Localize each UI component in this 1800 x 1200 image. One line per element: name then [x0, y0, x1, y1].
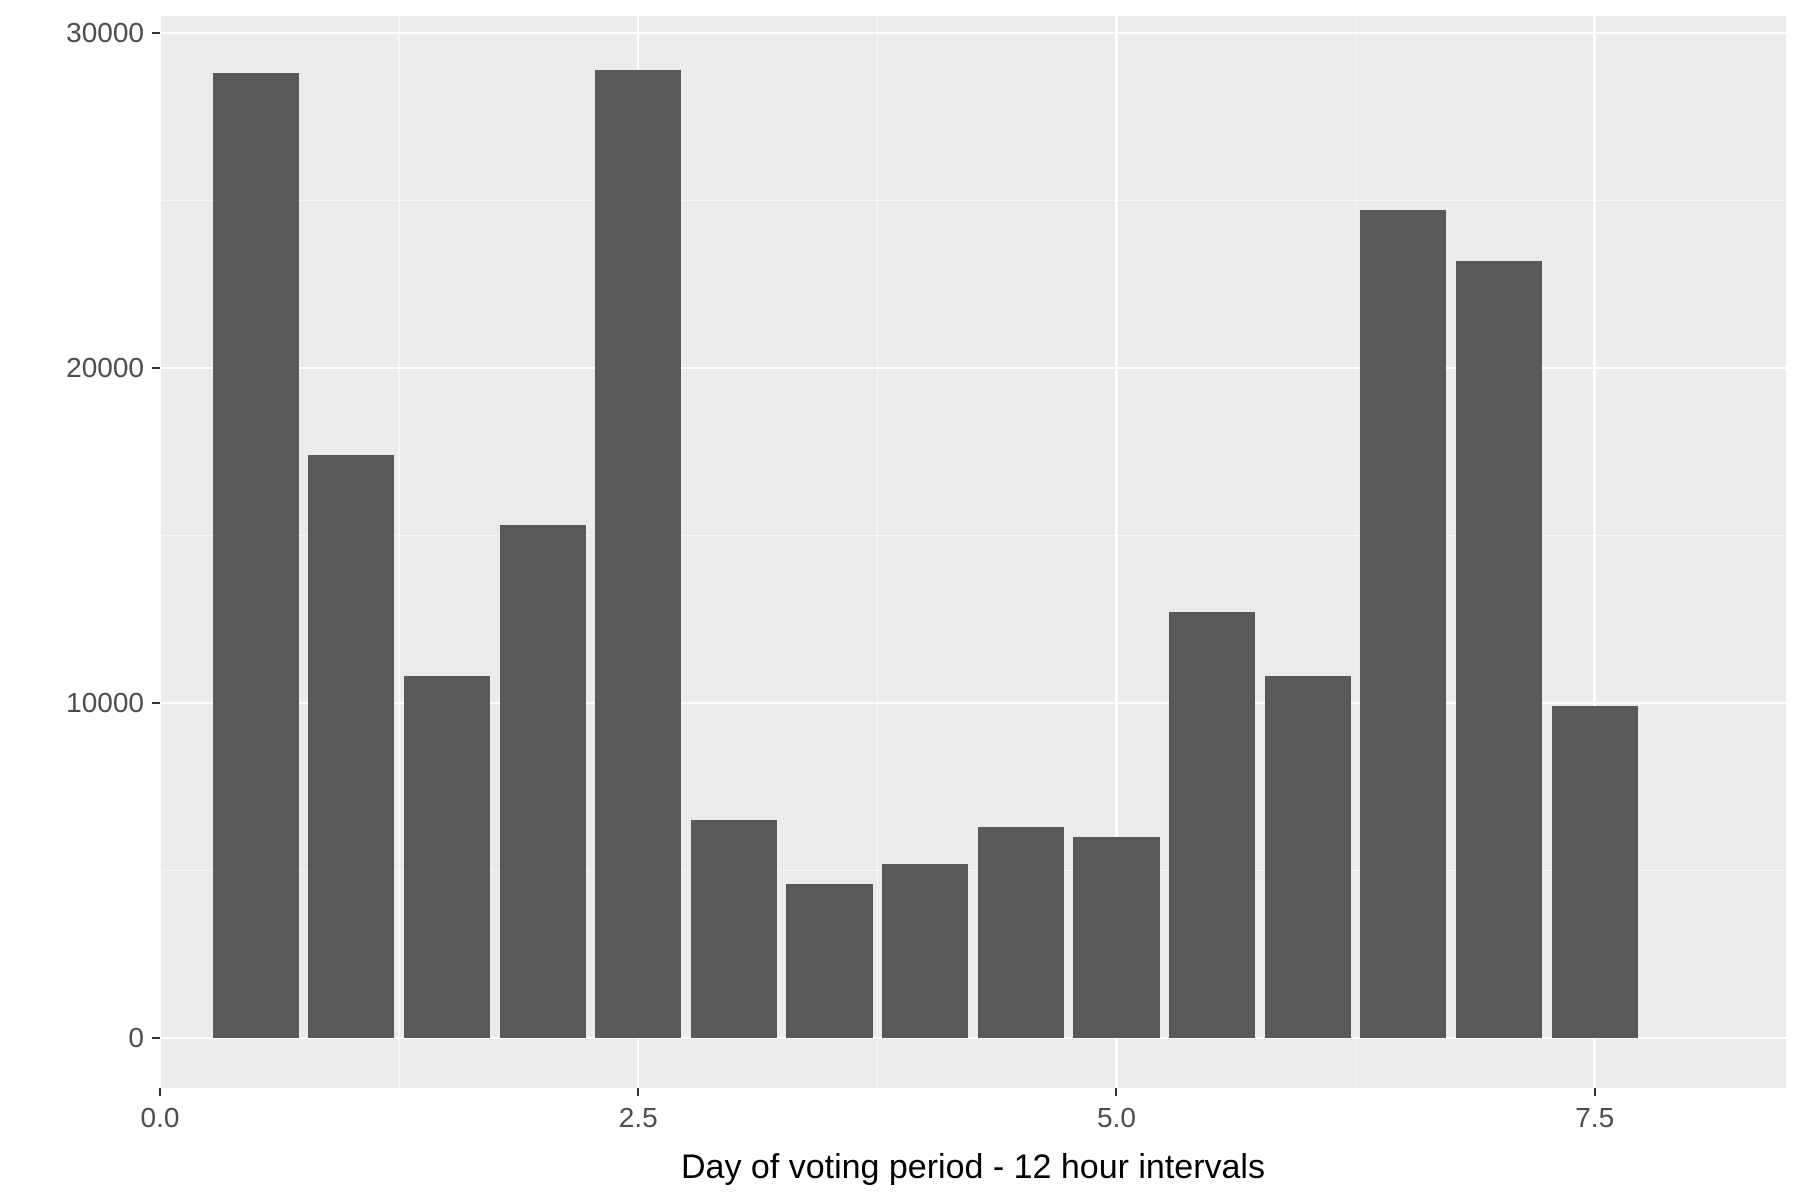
gridline-minor: [1355, 16, 1357, 1088]
axis-tick-label: 20000: [66, 352, 144, 384]
bar: [213, 73, 299, 1038]
axis-tick: [637, 1088, 639, 1096]
axis-tick: [152, 32, 160, 34]
gridline-minor: [160, 535, 1786, 537]
chart-container: 0.0 2.5 5.0 7.5 0 10000 20000 30000 Day of voti…: [0, 0, 1800, 1200]
gridline-major: [159, 16, 162, 1088]
axis-tick-label: 30000: [66, 17, 144, 49]
bar: [786, 884, 872, 1038]
bar: [691, 820, 777, 1038]
bar: [1552, 706, 1638, 1038]
gridline-minor: [160, 200, 1786, 202]
bar: [1456, 261, 1542, 1038]
gridline-minor: [877, 16, 879, 1088]
gridline-major: [160, 32, 1786, 35]
axis-tick: [152, 702, 160, 704]
bar: [500, 525, 586, 1038]
bar: [882, 864, 968, 1038]
bar: [1265, 676, 1351, 1038]
axis-tick-label: 0.0: [141, 1102, 180, 1134]
gridline-major: [160, 367, 1786, 370]
axis-tick-label: 0: [128, 1022, 144, 1054]
axis-tick-label: 10000: [66, 687, 144, 719]
bar: [308, 455, 394, 1038]
bar: [978, 827, 1064, 1038]
axis-tick-label: 5.0: [1097, 1102, 1136, 1134]
axis-tick: [159, 1088, 161, 1096]
x-axis-title: Day of voting period - 12 hour intervals: [681, 1148, 1265, 1187]
axis-tick-label: 7.5: [1575, 1102, 1614, 1134]
bar: [1360, 210, 1446, 1037]
axis-tick: [152, 1037, 160, 1039]
axis-tick-label: 2.5: [619, 1102, 658, 1134]
axis-tick: [1115, 1088, 1117, 1096]
bar: [1169, 612, 1255, 1037]
gridline-minor: [398, 16, 400, 1088]
axis-tick: [1594, 1088, 1596, 1096]
axis-tick: [152, 367, 160, 369]
bar: [1073, 837, 1159, 1038]
bar: [595, 70, 681, 1038]
bar: [404, 676, 490, 1038]
